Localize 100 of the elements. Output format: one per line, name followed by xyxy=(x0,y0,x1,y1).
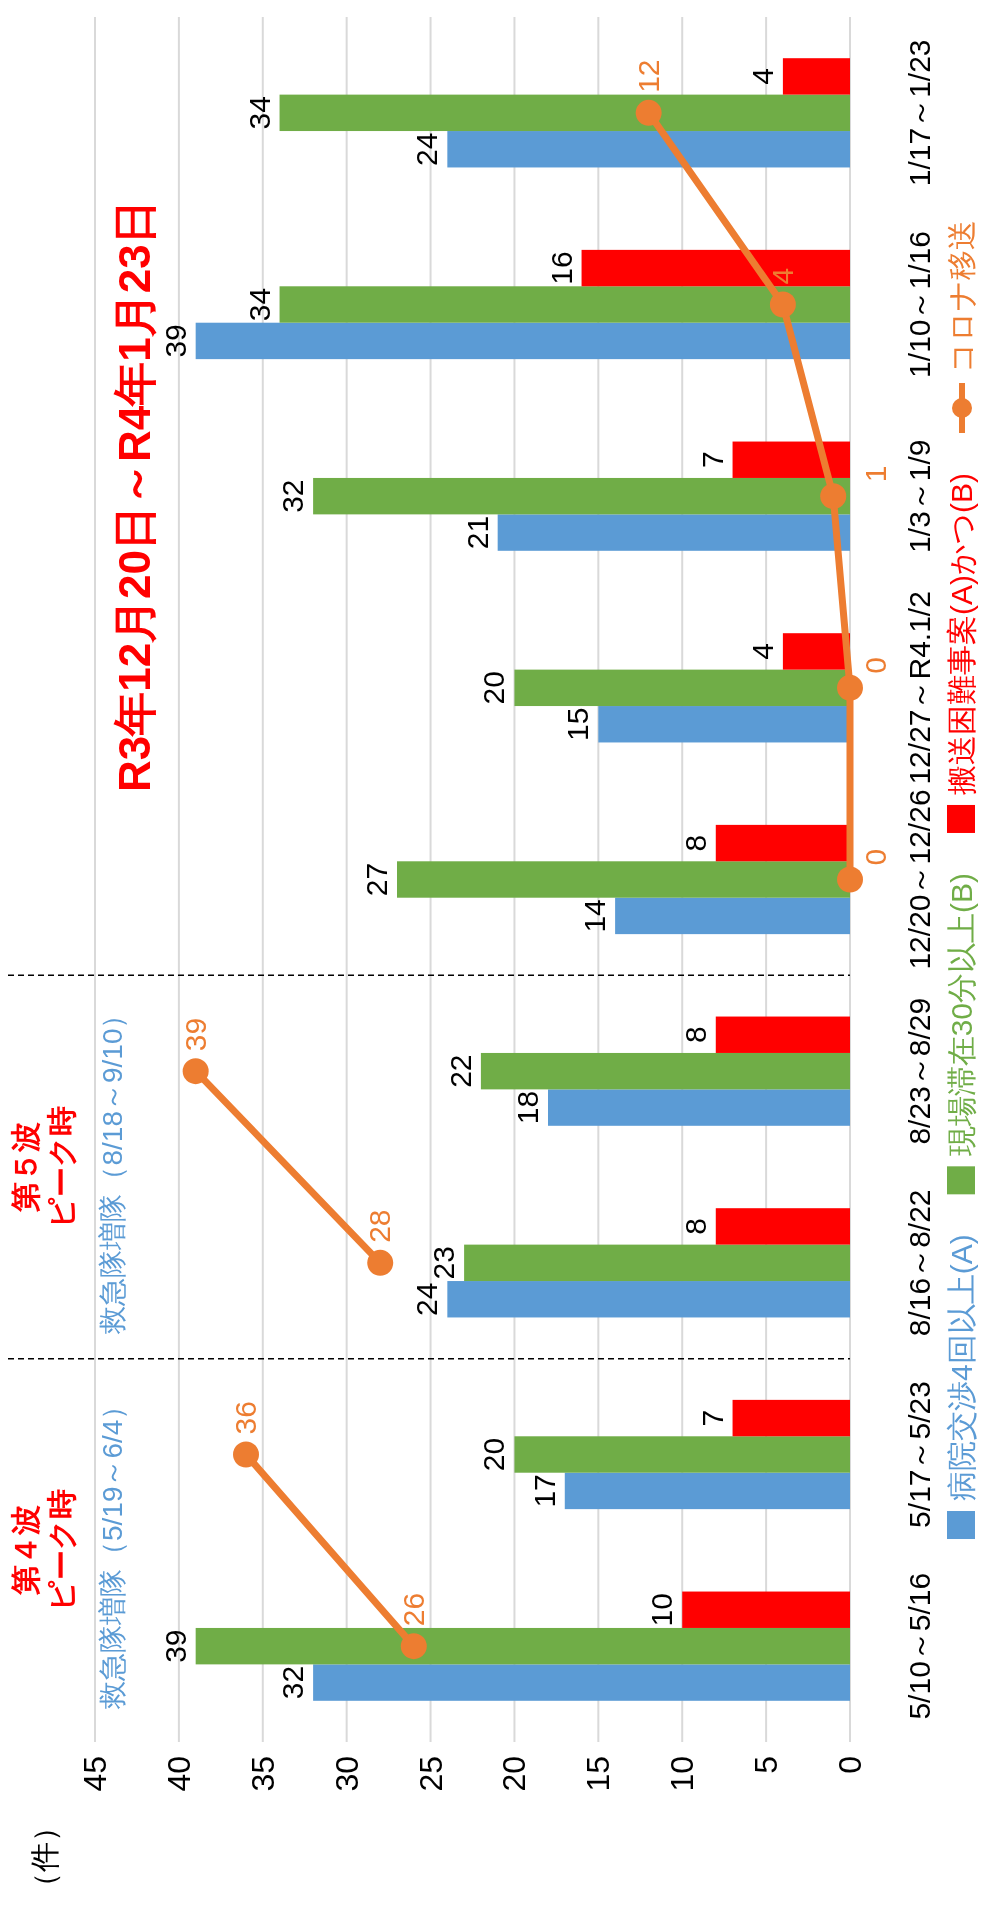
bar xyxy=(782,633,850,670)
bar xyxy=(715,1208,850,1245)
data-label: 34 xyxy=(242,96,276,130)
data-label: 26 xyxy=(396,1592,430,1627)
data-label: 8 xyxy=(678,1026,712,1044)
point xyxy=(400,1633,427,1660)
data-label: 10 xyxy=(645,1593,679,1627)
y-tick-label: 5/10～5/16 xyxy=(903,1572,936,1720)
point xyxy=(367,1249,394,1276)
data-label: 36 xyxy=(229,1401,262,1435)
data-label: 17 xyxy=(527,1474,561,1508)
data-label: 20 xyxy=(477,671,511,705)
data-label: 21 xyxy=(460,515,494,550)
point xyxy=(837,866,863,893)
x-tick-label: 35 xyxy=(244,1756,281,1792)
x-tick-label: 20 xyxy=(496,1756,533,1792)
bar xyxy=(279,286,850,323)
data-label: 4 xyxy=(745,643,779,660)
data-label: 23 xyxy=(427,1246,461,1280)
data-label: 14 xyxy=(578,899,612,933)
bar xyxy=(195,322,850,360)
y-tick-label: 8/23～8/29 xyxy=(903,997,936,1145)
data-label: 15 xyxy=(561,707,595,741)
data-label: 4 xyxy=(765,267,799,285)
data-label: 7 xyxy=(695,451,729,469)
text: （件） xyxy=(28,1812,61,1902)
bar xyxy=(598,706,850,743)
bar xyxy=(715,1016,850,1053)
text: ピーク時 xyxy=(45,1106,78,1228)
bar xyxy=(313,477,850,515)
data-label: 16 xyxy=(544,251,578,285)
data-label: 12 xyxy=(631,59,665,93)
text: ピーク時 xyxy=(45,1489,78,1612)
x-tick-label: 25 xyxy=(412,1756,449,1792)
data-label: 39 xyxy=(158,1629,192,1663)
bar xyxy=(732,1399,850,1437)
y-tick-label: 12/27～R4.1/2 xyxy=(903,591,936,785)
legend: 病院交渉4回以上(A) 現場滞在30分以上(B) 搬送困難事案(A)かつ(B) コロナ移送 xyxy=(945,220,978,1539)
bar xyxy=(581,249,850,287)
data-label: 20 xyxy=(477,1437,511,1472)
data-label: 39 xyxy=(178,1017,212,1052)
bar xyxy=(615,897,850,935)
bar xyxy=(514,669,850,707)
x-tick-label: 40 xyxy=(160,1756,197,1792)
x-tick-label: 30 xyxy=(328,1756,365,1792)
data-label: 0 xyxy=(859,848,892,866)
text: 第５波 xyxy=(9,1122,42,1213)
point xyxy=(635,99,662,126)
data-label: 24 xyxy=(410,1282,444,1316)
data-label: 34 xyxy=(242,287,276,322)
y-tick-label: 1/17～1/23 xyxy=(903,39,936,187)
data-label: 0 xyxy=(859,657,892,674)
y-tick-label: 1/10～1/16 xyxy=(903,231,936,378)
x-tick-label: 15 xyxy=(580,1756,617,1792)
annotation: 救急隊増隊（5/19～6/4） xyxy=(97,1391,128,1711)
point xyxy=(769,291,796,318)
point xyxy=(820,483,847,510)
data-label: 39 xyxy=(158,324,192,358)
bar xyxy=(279,94,850,132)
bar xyxy=(682,1591,850,1628)
data-label: 7 xyxy=(695,1409,729,1427)
point xyxy=(182,1058,209,1085)
data-label: 18 xyxy=(511,1090,544,1125)
x-tick-label: 0 xyxy=(832,1756,868,1774)
bar xyxy=(548,1089,850,1126)
data-label: 4 xyxy=(745,68,779,85)
bar xyxy=(564,1472,850,1510)
data-label: 1 xyxy=(859,465,892,483)
bar xyxy=(447,131,850,168)
data-label: 24 xyxy=(410,132,444,166)
y-tick-label: 12/20～12/26 xyxy=(903,789,936,970)
data-label: 22 xyxy=(443,1054,477,1088)
data-label: 32 xyxy=(276,479,310,513)
x-tick-label: 10 xyxy=(664,1756,701,1792)
y-tick-label: 5/17～5/23 xyxy=(903,1381,936,1528)
bar xyxy=(397,861,850,898)
bar xyxy=(447,1281,850,1318)
point xyxy=(837,674,863,701)
annotation: R3年12月20日～R4年1月23日 xyxy=(110,200,159,793)
data-label: 28 xyxy=(363,1209,397,1243)
bar xyxy=(514,1436,850,1473)
bar xyxy=(782,58,850,95)
bar xyxy=(715,824,850,862)
x-tick-label: 45 xyxy=(77,1756,113,1792)
bar xyxy=(313,1664,850,1701)
y-tick-label: 1/3～1/9 xyxy=(903,439,936,553)
data-label: 8 xyxy=(678,834,712,852)
y-tick-label: 8/16～8/22 xyxy=(903,1189,936,1337)
annotation: 救急隊増隊（8/18～9/10） xyxy=(97,1000,128,1335)
bar xyxy=(195,1627,850,1665)
bar xyxy=(480,1052,850,1090)
data-label: 27 xyxy=(360,862,393,897)
bar xyxy=(464,1244,850,1282)
point xyxy=(233,1441,259,1468)
data-label: 32 xyxy=(276,1665,310,1700)
bar xyxy=(732,441,850,478)
text: 第４波 xyxy=(9,1505,42,1597)
bar xyxy=(497,514,850,551)
x-tick-label: 5 xyxy=(748,1756,785,1774)
data-label: 8 xyxy=(678,1218,712,1235)
